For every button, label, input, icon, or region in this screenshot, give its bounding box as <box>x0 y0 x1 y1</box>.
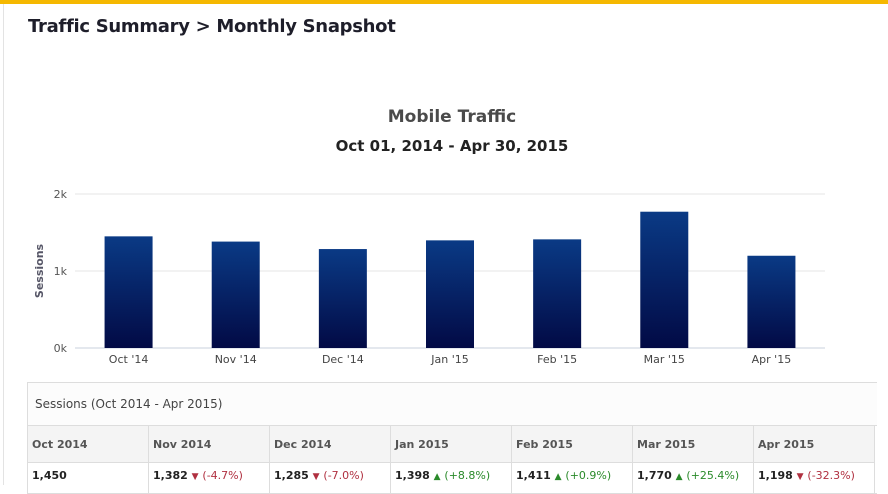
down-arrow-icon: ▼ <box>312 472 320 482</box>
change-percent: (+0.9%) <box>565 469 612 482</box>
x-tick-label: Nov '14 <box>215 353 257 366</box>
bar <box>211 241 260 348</box>
change-percent: (-7.0%) <box>323 469 364 482</box>
value: 1,285 <box>274 469 309 482</box>
table-cell: 1,770 ▲ (+25.4%) <box>633 463 754 493</box>
table-caption: Sessions (Oct 2014 - Apr 2015) <box>28 383 877 426</box>
left-border <box>3 4 4 485</box>
up-arrow-icon: ▲ <box>675 472 683 482</box>
y-tick-label: 1k <box>54 265 68 278</box>
bar <box>533 239 582 348</box>
x-tick-label: Feb '15 <box>537 353 577 366</box>
sessions-table: Sessions (Oct 2014 - Apr 2015) Oct 2014 N… <box>27 382 877 494</box>
column-header: Mar 2015 <box>633 426 754 463</box>
chart-subtitle: Oct 01, 2014 - Apr 30, 2015 <box>336 137 569 155</box>
column-header: Nov 2014 <box>149 426 270 463</box>
bar <box>426 240 474 348</box>
change-percent: (+8.8%) <box>444 469 491 482</box>
bar <box>747 255 796 348</box>
page-title: Traffic Summary > Monthly Snapshot <box>28 16 396 37</box>
column-header: Jan 2015 <box>391 426 512 463</box>
change-percent: (+25.4%) <box>686 469 740 482</box>
table-cell: 1,398 ▲ (+8.8%) <box>391 463 512 493</box>
bar <box>104 236 153 348</box>
table-cell: 1,198 ▼ (-32.3%) <box>754 463 875 493</box>
value: 1,770 <box>637 469 672 482</box>
table-cell: 1,450 <box>28 463 149 493</box>
y-tick-label: 0k <box>54 342 68 355</box>
up-arrow-icon: ▲ <box>433 472 441 482</box>
table-cell: 1,382 ▼ (-4.7%) <box>149 463 270 493</box>
value: 1,382 <box>153 469 188 482</box>
column-header: Apr 2015 <box>754 426 875 463</box>
table-header-row: Oct 2014 Nov 2014 Dec 2014 Jan 2015 Feb 2015… <box>28 426 877 463</box>
column-header: Oct 2014 <box>28 426 149 463</box>
x-tick-label: Jan '15 <box>430 353 468 366</box>
change-percent: (-4.7%) <box>202 469 243 482</box>
x-tick-label: Mar '15 <box>644 353 685 366</box>
down-arrow-icon: ▼ <box>796 472 804 482</box>
value: 1,450 <box>32 469 67 482</box>
y-axis-label: Sessions <box>33 243 46 298</box>
chart-title: Mobile Traffic <box>388 107 517 127</box>
value: 1,398 <box>395 469 430 482</box>
change-percent: (-32.3%) <box>807 469 855 482</box>
value: 1,411 <box>516 469 551 482</box>
top-accent-bar <box>0 0 888 4</box>
x-tick-label: Oct '14 <box>109 353 149 366</box>
bar-chart: Mobile Traffic Oct 01, 2014 - Apr 30, 201… <box>33 107 825 366</box>
up-arrow-icon: ▲ <box>554 472 562 482</box>
column-header: Dec 2014 <box>270 426 391 463</box>
bar <box>318 249 367 348</box>
down-arrow-icon: ▼ <box>191 472 199 482</box>
bar <box>640 211 689 348</box>
table-cell: 1,285 ▼ (-7.0%) <box>270 463 391 493</box>
value: 1,198 <box>758 469 793 482</box>
table-cell: 1,411 ▲ (+0.9%) <box>512 463 633 493</box>
x-tick-label: Apr '15 <box>752 353 792 366</box>
column-header: Feb 2015 <box>512 426 633 463</box>
y-tick-label: 2k <box>54 188 68 201</box>
table-row: 1,450 1,382 ▼ (-4.7%) 1,285 ▼ (-7.0%) 1,39… <box>28 463 877 493</box>
x-tick-label: Dec '14 <box>322 353 364 366</box>
